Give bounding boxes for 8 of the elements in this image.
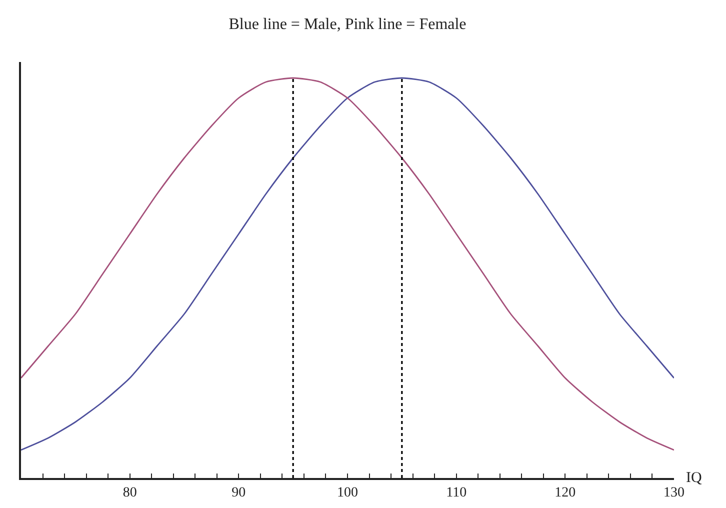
x-tick-label: 130	[664, 486, 684, 501]
x-tick-label: 80	[122, 486, 137, 501]
x-tick-label: 120	[554, 486, 576, 501]
x-axis-title: IQ	[686, 470, 702, 486]
x-tick-label: 90	[232, 486, 246, 501]
chart-title: Blue line = Male, Pink line = Female	[228, 16, 466, 33]
x-tick-label: 100	[337, 486, 358, 501]
x-tick-label: 110	[446, 486, 467, 501]
